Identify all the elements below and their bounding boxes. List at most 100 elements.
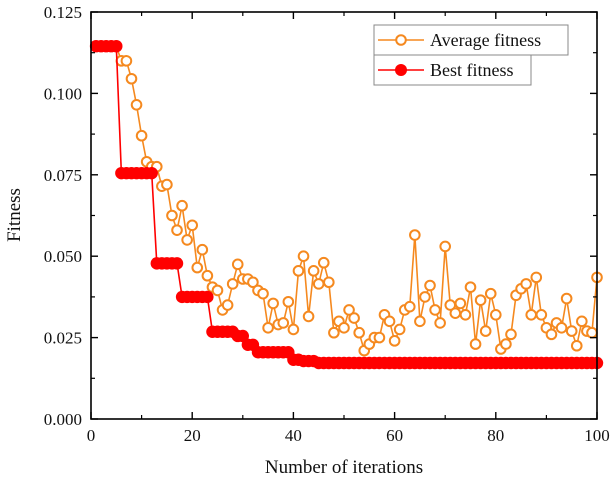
- average-fitness-point: [429, 304, 441, 316]
- average-fitness-point: [469, 338, 482, 350]
- average-fitness-point: [166, 209, 178, 222]
- average-fitness-point: [328, 326, 340, 339]
- average-fitness-point: [505, 328, 517, 341]
- average-fitness-point: [555, 322, 568, 334]
- average-fitness-point: [490, 309, 502, 321]
- average-fitness-point: [373, 331, 386, 344]
- best-fitness-line: [96, 45, 597, 364]
- average-fitness-point: [353, 326, 365, 339]
- average-fitness-point: [302, 310, 315, 323]
- average-fitness-point: [338, 322, 350, 334]
- average-fitness-point: [161, 178, 173, 191]
- average-fitness-point: [196, 243, 209, 256]
- average-fitness-point: [297, 250, 310, 263]
- average-fitness-point: [287, 323, 300, 336]
- average-fitness-point: [414, 315, 426, 328]
- average-fitness-point: [201, 269, 214, 282]
- average-fitness-point: [231, 258, 244, 271]
- average-fitness-point: [135, 129, 148, 142]
- average-fitness-point: [120, 55, 133, 67]
- average-fitness-point: [267, 297, 279, 310]
- average-fitness-point: [282, 295, 295, 308]
- average-fitness-point: [181, 234, 193, 246]
- average-fitness-point: [171, 224, 183, 236]
- series-best-fitness: [89, 39, 604, 370]
- average-fitness-point: [419, 291, 431, 303]
- average-fitness-point: [226, 278, 239, 290]
- best-fitness-point: [201, 290, 214, 304]
- y-tick-label: 0.100: [44, 84, 82, 103]
- average-fitness-point: [576, 315, 588, 328]
- average-fitness-point: [454, 297, 467, 310]
- average-fitness-point: [459, 309, 472, 321]
- average-fitness-point: [586, 326, 598, 339]
- average-fitness-point: [565, 325, 578, 337]
- x-axis-title: Number of iterations: [265, 457, 423, 478]
- average-fitness-point: [464, 281, 477, 293]
- average-fitness-point: [292, 265, 305, 277]
- average-fitness-point: [343, 304, 355, 316]
- average-fitness-point: [221, 299, 234, 311]
- average-fitness-point: [434, 317, 446, 329]
- average-fitness-point: [125, 72, 138, 85]
- average-fitness-point: [383, 315, 396, 328]
- y-tick-label: 0.000: [44, 410, 82, 429]
- series-average-fitness: [90, 40, 603, 357]
- y-tick-label: 0.050: [44, 247, 82, 266]
- legend-label-best: Best fitness: [430, 60, 514, 80]
- average-fitness-point: [403, 300, 416, 313]
- average-fitness-point: [176, 199, 188, 212]
- average-fitness-point: [211, 284, 224, 297]
- average-fitness-point: [277, 317, 290, 329]
- x-tick-label: 40: [285, 426, 302, 445]
- average-fitness-point: [570, 339, 583, 352]
- legend-entry-best: Best fitness: [373, 54, 532, 86]
- average-fitness-point: [439, 240, 452, 253]
- average-fitness-point: [479, 325, 492, 337]
- x-tick-label: 80: [487, 426, 504, 445]
- average-fitness-point: [409, 229, 421, 241]
- average-fitness-point: [262, 322, 274, 334]
- average-fitness-point: [388, 335, 401, 347]
- legend-marker-best: [395, 64, 407, 76]
- average-fitness-point: [186, 219, 198, 232]
- average-fitness-point: [348, 312, 360, 324]
- average-fitness-point: [545, 328, 558, 341]
- average-fitness-point: [307, 265, 320, 277]
- legend-marker-average: [395, 34, 407, 46]
- average-fitness-line: [96, 45, 598, 352]
- average-fitness-point: [560, 292, 573, 305]
- best-fitness-point: [145, 166, 158, 180]
- average-fitness-point: [535, 309, 548, 321]
- average-fitness-point: [449, 307, 462, 319]
- best-fitness-point: [170, 257, 184, 270]
- x-tick-label: 100: [584, 426, 610, 445]
- y-tick-label: 0.025: [44, 329, 82, 348]
- average-fitness-point: [323, 276, 335, 289]
- legend-label-average: Average fitness: [430, 30, 541, 50]
- y-tick-label: 0.125: [44, 3, 82, 22]
- legend: Average fitness Best fitness: [373, 24, 569, 86]
- average-fitness-point: [312, 278, 325, 290]
- y-axis-title: Fitness: [4, 188, 25, 242]
- average-fitness-point: [317, 256, 330, 269]
- axes-layer: 0 20 40 60 80 100 0.000 0.025 0.050 0.075 0.100 0.1…: [44, 3, 610, 445]
- average-fitness-point: [474, 294, 487, 306]
- series-layer: [89, 39, 604, 370]
- average-fitness-point: [130, 98, 143, 111]
- average-fitness-point: [520, 278, 532, 290]
- x-tick-label: 60: [386, 426, 403, 445]
- average-fitness-point: [525, 309, 538, 321]
- legend-entry-average: Average fitness: [373, 24, 569, 56]
- average-fitness-point: [191, 261, 204, 274]
- x-tick-label: 20: [184, 426, 201, 445]
- average-fitness-point: [424, 279, 436, 292]
- average-fitness-point: [257, 287, 269, 300]
- x-tick-label: 0: [87, 426, 96, 445]
- average-fitness-point: [500, 338, 512, 350]
- average-fitness-point: [393, 323, 406, 336]
- average-fitness-point: [247, 276, 259, 289]
- average-fitness-point: [530, 271, 543, 284]
- best-fitness-point: [110, 39, 123, 53]
